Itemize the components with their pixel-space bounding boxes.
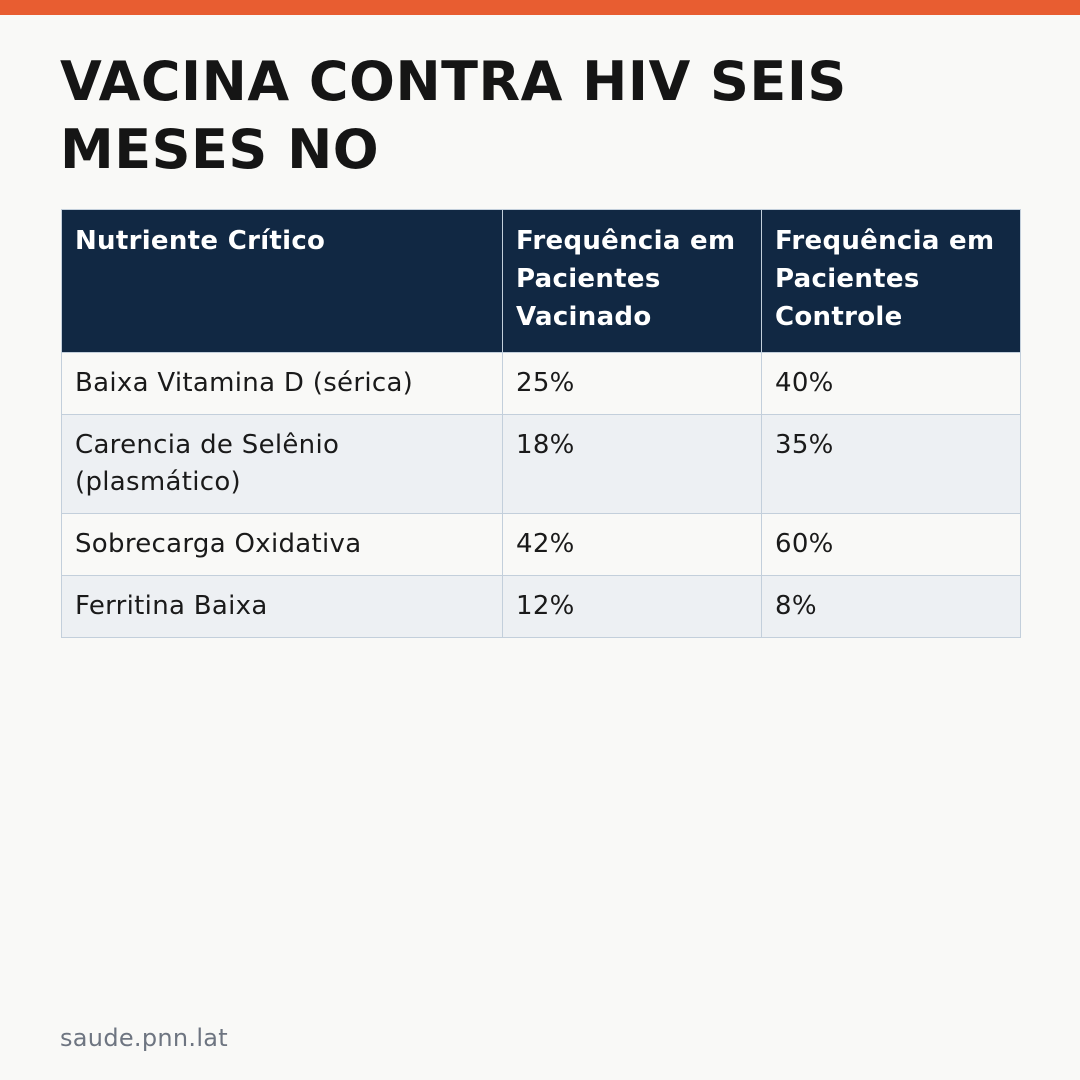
table-cell-vaccinated: 25%: [502, 352, 762, 415]
table-cell-vaccinated: 18%: [502, 414, 762, 514]
column-header-vaccinated: Frequência em Pacientes Vacinado: [502, 209, 762, 353]
page-title: VACINA CONTRA HIV SEIS MESES NO: [60, 50, 847, 181]
table-cell-control: 8%: [761, 575, 1021, 638]
table-cell-nutrient: Baixa Vitamina D (sérica): [61, 352, 503, 415]
table-cell-control: 35%: [761, 414, 1021, 514]
table-cell-vaccinated: 12%: [502, 575, 762, 638]
table-row: Carencia de Selênio (plasmático) 18% 35%: [61, 414, 1021, 514]
table-cell-vaccinated: 42%: [502, 513, 762, 576]
table-cell-nutrient: Sobrecarga Oxidativa: [61, 513, 503, 576]
table-row: Ferritina Baixa 12% 8%: [61, 575, 1021, 638]
table-cell-nutrient: Carencia de Selênio (plasmático): [61, 414, 503, 514]
table-header-row: Nutriente Crítico Frequência em Paciente…: [61, 209, 1021, 353]
column-header-nutrient: Nutriente Crítico: [61, 209, 503, 353]
table-cell-control: 60%: [761, 513, 1021, 576]
table-row: Baixa Vitamina D (sérica) 25% 40%: [61, 352, 1021, 415]
nutrient-table: Nutriente Crítico Frequência em Paciente…: [61, 209, 1021, 638]
top-accent-bar: [0, 0, 1080, 15]
table-row: Sobrecarga Oxidativa 42% 60%: [61, 513, 1021, 576]
table-cell-nutrient: Ferritina Baixa: [61, 575, 503, 638]
footer-source-link[interactable]: saude.pnn.lat: [60, 1024, 229, 1052]
table-cell-control: 40%: [761, 352, 1021, 415]
column-header-control: Frequência em Pacientes Controle: [761, 209, 1021, 353]
